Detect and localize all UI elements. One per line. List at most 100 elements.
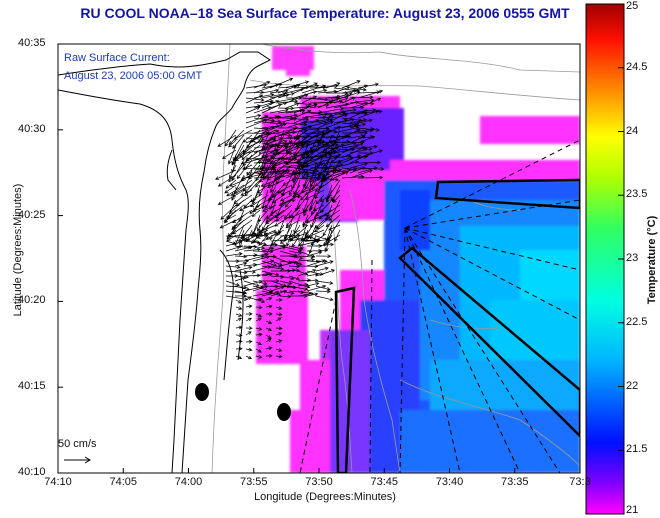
colorbar-title-wrap: Temperature (°C): [642, 216, 660, 305]
current-arrow: [279, 294, 292, 299]
colorbar-tick-label: 21: [626, 504, 639, 516]
current-arrow: [255, 297, 263, 302]
current-arrow: [279, 233, 301, 238]
current-arrow: [267, 174, 285, 187]
current-arrow: [357, 109, 380, 119]
current-arrow: [269, 132, 292, 138]
current-arrow: [330, 189, 341, 201]
current-arrow: [215, 169, 237, 180]
current-arrow: [234, 265, 253, 272]
current-arrow: [297, 278, 312, 283]
current-arrow: [315, 295, 334, 302]
current-arrow: [255, 348, 262, 353]
current-arrow: [285, 219, 301, 229]
current-arrow: [317, 107, 344, 114]
current-arrow: [275, 339, 283, 343]
x-tick-label: 73:3: [569, 476, 591, 488]
current-arrow: [291, 159, 309, 174]
current-arrow: [243, 280, 260, 287]
current-arrow: [225, 245, 241, 252]
current-arrow: [319, 194, 333, 202]
current-arrow: [243, 254, 265, 262]
current-arrow: [333, 100, 360, 109]
current-arrow: [265, 334, 272, 339]
current-arrow: [310, 139, 317, 153]
current-arrow: [333, 92, 353, 99]
current-arrow: [357, 127, 381, 132]
current-arrow: [325, 135, 352, 144]
current-arrow: [261, 265, 285, 271]
current-arrow: [288, 275, 300, 281]
current-arrow: [349, 122, 367, 129]
current-arrow: [261, 236, 273, 242]
current-arrow: [245, 326, 253, 331]
current-arrow: [279, 268, 297, 273]
current-arrow: [349, 108, 377, 114]
current-arrow: [341, 121, 361, 129]
current-arrow: [252, 252, 269, 257]
current-arrow: [255, 332, 263, 337]
colorbar-tick-label: 22: [626, 379, 639, 392]
current-arrow: [253, 157, 272, 162]
current-arrow: [274, 164, 285, 175]
current-arrow: [225, 295, 249, 301]
current-arrow: [217, 174, 237, 187]
current-arrow: [245, 106, 261, 114]
current-arrow: [349, 162, 368, 169]
radial-lines: [299, 139, 580, 473]
current-arrow: [301, 84, 327, 94]
current-arrow: [265, 353, 273, 358]
current-arrow: [297, 194, 309, 210]
current-arrow: [306, 272, 319, 277]
current-arrow: [269, 174, 277, 194]
current-arrow: [225, 240, 243, 247]
current-arrow: [297, 269, 317, 277]
current-arrow: [270, 275, 285, 279]
current-arrow: [301, 121, 328, 129]
current-arrow: [284, 224, 293, 240]
current-arrow: [277, 92, 295, 99]
current-arrow: [274, 139, 285, 147]
current-arrow: [270, 285, 285, 292]
current-arrow: [293, 102, 312, 107]
current-arrow: [300, 184, 317, 201]
current-arrow: [241, 144, 261, 160]
y-axis-label-wrap: Latitude (Degrees:Minutes): [8, 184, 28, 317]
current-arrow: [278, 199, 293, 207]
current-arrow: [245, 296, 252, 301]
current-arrow: [277, 113, 298, 119]
current-arrow: [357, 144, 378, 149]
current-arrow: [327, 149, 341, 156]
current-arrow: [267, 134, 277, 142]
current-arrow: [309, 199, 317, 210]
current-arrow: [261, 92, 287, 104]
current-arrow: [235, 333, 243, 338]
current-arrow: [323, 174, 333, 182]
current-arrow: [333, 86, 351, 94]
current-arrow: [217, 194, 237, 205]
current-arrow: [315, 194, 325, 205]
current-arrow: [297, 257, 316, 262]
x-tick-label: 73:45: [370, 476, 399, 488]
y-tick-label: 40:20: [18, 294, 46, 307]
current-arrow: [279, 275, 295, 281]
current-arrow: [245, 304, 253, 309]
current-arrow: [235, 299, 242, 304]
current-arrow: [341, 128, 361, 139]
current-arrow: [265, 346, 273, 351]
current-arrow: [325, 102, 350, 109]
x-tick-label: 73:50: [305, 476, 333, 488]
current-arrow: [269, 108, 289, 114]
current-arrow: [288, 255, 304, 260]
current-arrow: [252, 249, 274, 254]
current-arrow: [277, 127, 297, 134]
y-tick-label: 40:25: [18, 208, 46, 221]
current-arrow: [315, 248, 329, 253]
current-arrow: [357, 149, 383, 159]
current-arrow: [219, 219, 237, 229]
current-arrow: [294, 129, 301, 141]
current-arrow: [285, 169, 307, 179]
current-arrow: [266, 209, 277, 220]
current-arrow: [231, 154, 237, 166]
region-polygons: [334, 178, 580, 473]
